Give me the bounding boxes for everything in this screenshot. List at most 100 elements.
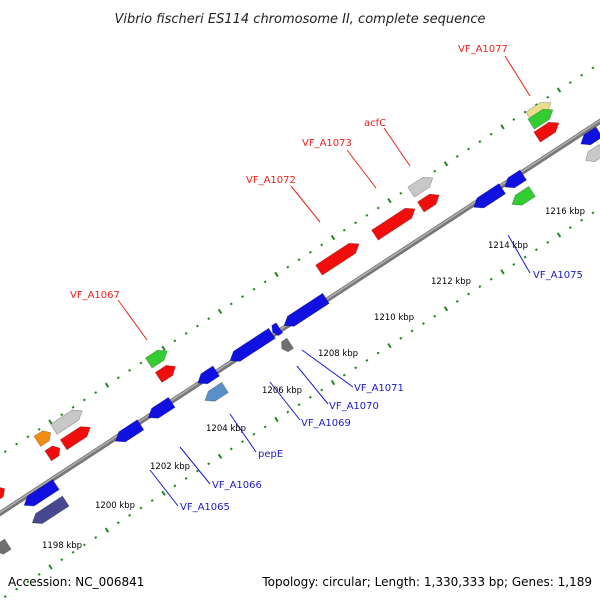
gene-arrow-gray-body xyxy=(50,410,83,435)
gene-label-vf-a1070[interactable]: VF_A1070 xyxy=(329,401,379,412)
gene-arrow-blue-outline xyxy=(197,365,221,385)
gene-arrow-red-outline xyxy=(315,242,360,276)
outer-tick-mark xyxy=(207,317,211,321)
gene-arrow-red-outline xyxy=(0,486,6,503)
gene-arrow-gray[interactable] xyxy=(407,173,436,198)
gene-arrow-blue[interactable] xyxy=(578,126,600,149)
gene-arrow-red[interactable] xyxy=(371,204,419,241)
outer-tick-mark xyxy=(512,118,516,121)
gene-arrow-green-outline xyxy=(144,349,168,369)
label-leader-line xyxy=(229,413,257,453)
gene-arrow-blue[interactable] xyxy=(21,479,60,511)
kbp-label-1204: 1204 kbp xyxy=(206,424,246,434)
outer-tick-track xyxy=(3,66,595,453)
kbp-label-1206: 1206 kbp xyxy=(262,386,302,396)
inner-tick-mark xyxy=(568,226,572,230)
outer-tick-mark xyxy=(365,213,369,217)
inner-tick-mark xyxy=(478,285,482,289)
gene-label-vf-a1067[interactable]: VF_A1067 xyxy=(70,290,120,301)
gene-label-vf-a1075[interactable]: VF_A1075 xyxy=(533,270,583,281)
gene-arrow-blue[interactable] xyxy=(227,327,276,365)
outer-tick-mark xyxy=(263,280,267,284)
gene-arrow-red[interactable] xyxy=(44,443,63,462)
kbp-label-1208: 1208 kbp xyxy=(318,349,358,359)
outer-tick-mark xyxy=(580,73,584,77)
gene-arrow-steelblue-outline xyxy=(204,381,229,402)
inner-tick-mark xyxy=(421,322,425,325)
gene-arrow-blue[interactable] xyxy=(269,322,284,337)
gene-features xyxy=(0,101,600,557)
inner-tick-mark xyxy=(3,595,7,598)
gene-arrow-orange-outline xyxy=(33,430,52,447)
gene-arrow-red-outline xyxy=(416,193,440,213)
gene-arrow-blue[interactable] xyxy=(145,396,176,422)
gene-arrow-blue-outline xyxy=(23,479,60,507)
gene-arrow-red[interactable] xyxy=(416,190,443,213)
gene-arrow-blue[interactable] xyxy=(112,419,145,446)
gene-arrow-red-body xyxy=(0,486,5,503)
outer-tick-mark xyxy=(320,243,324,247)
gene-arrow-red[interactable] xyxy=(315,239,363,276)
outer-tick-mark xyxy=(342,228,346,232)
gene-arrow-green[interactable] xyxy=(527,105,556,130)
gene-arrow-gray[interactable] xyxy=(0,538,12,557)
outer-tick-mark xyxy=(591,66,595,70)
gene-arrow-gray[interactable] xyxy=(582,143,600,166)
gene-arrow-red-outline xyxy=(533,121,560,143)
gene-arrow-gray-outline xyxy=(49,409,83,435)
gene-arrow-orange[interactable] xyxy=(33,428,54,447)
inner-tick-mark xyxy=(184,477,188,480)
gene-label-vf-a1066[interactable]: VF_A1066 xyxy=(212,480,262,491)
gene-arrow-blue-body xyxy=(504,169,527,188)
outer-tick-mark xyxy=(252,287,256,291)
gene-arrow-darkgray[interactable] xyxy=(279,337,295,354)
gene-arrow-red[interactable] xyxy=(0,484,8,503)
gene-arrow-blue-body xyxy=(197,365,220,384)
outer-tick-mark xyxy=(443,161,449,167)
inner-tick-mark xyxy=(150,499,154,503)
gene-arrow-gray-outline xyxy=(585,143,600,163)
gene-arrow-gray-outline xyxy=(0,538,12,555)
gene-arrow-blue[interactable] xyxy=(281,292,330,330)
gene-label-vf-a1072[interactable]: VF_A1072 xyxy=(246,175,296,186)
gene-label-vf-a1065[interactable]: VF_A1065 xyxy=(180,502,230,513)
gene-arrow-steelblue[interactable] xyxy=(202,381,229,405)
gene-arrow-green[interactable] xyxy=(144,346,171,369)
gene-arrow-slate[interactable] xyxy=(29,495,70,528)
gene-label-vf-a1069[interactable]: VF_A1069 xyxy=(301,418,351,429)
gene-arrow-red[interactable] xyxy=(533,118,562,143)
gene-arrow-green[interactable] xyxy=(509,185,536,209)
outer-tick-mark xyxy=(184,332,188,335)
gene-arrow-blue[interactable] xyxy=(195,365,221,388)
gene-label-pepe[interactable]: pepE xyxy=(258,449,283,460)
inner-tick-mark xyxy=(387,343,392,349)
gene-arrow-green-body xyxy=(511,186,536,206)
gene-arrow-red-outline xyxy=(371,207,416,241)
outer-tick-mark xyxy=(104,382,110,388)
gene-label-vf-a1073[interactable]: VF_A1073 xyxy=(302,138,352,149)
inner-tick-mark xyxy=(82,543,86,547)
gene-arrow-red[interactable] xyxy=(154,362,178,384)
inner-tick-mark xyxy=(512,263,516,266)
inner-tick-mark xyxy=(376,351,380,355)
inner-tick-mark xyxy=(433,314,437,318)
inner-tick-mark xyxy=(591,211,595,215)
gene-label-vf-a1077[interactable]: VF_A1077 xyxy=(458,44,508,55)
gene-label-vf-a1071[interactable]: VF_A1071 xyxy=(354,383,404,394)
gene-arrow-red-body xyxy=(417,194,440,213)
gene-label-acfc[interactable]: acfC xyxy=(364,118,386,129)
outer-tick-mark xyxy=(330,234,336,241)
inner-tick-mark xyxy=(467,292,471,296)
gene-arrow-blue-body xyxy=(473,183,506,208)
outer-tick-mark xyxy=(286,265,290,269)
outer-tick-mark xyxy=(568,81,572,85)
gene-arrow-gray[interactable] xyxy=(49,406,85,435)
kbp-label-1202: 1202 kbp xyxy=(150,462,190,472)
inner-tick-mark xyxy=(71,550,75,554)
label-leader-line xyxy=(117,299,148,341)
gene-arrow-red[interactable] xyxy=(59,422,93,451)
gene-arrow-blue[interactable] xyxy=(502,169,528,192)
gene-arrow-blue[interactable] xyxy=(470,183,507,213)
gene-arrow-gray-body xyxy=(407,177,433,198)
gene-arrow-blue-outline xyxy=(114,419,145,443)
